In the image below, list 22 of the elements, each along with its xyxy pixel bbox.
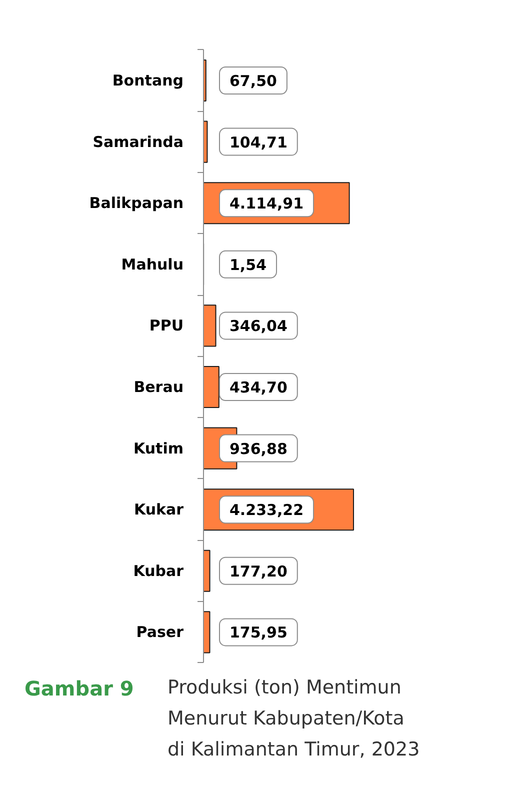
y-tick-label: Kukar	[134, 500, 184, 519]
y-tick-label: Paser	[136, 623, 184, 642]
y-tick-label: Berau	[134, 378, 184, 396]
text: Gambar 9	[24, 676, 134, 700]
data-label: 1,54	[230, 256, 267, 274]
y-tick-label: Kutim	[134, 439, 184, 458]
data-label: 434,70	[230, 378, 288, 396]
data-label: 67,50	[230, 72, 277, 90]
data-label: 4.233,22	[230, 501, 304, 520]
y-tick-label: PPU	[149, 316, 184, 335]
y-tick-label: Bontang	[112, 72, 184, 90]
data-label: 346,04	[230, 317, 288, 336]
y-tick-label: Balikpapan	[89, 194, 184, 212]
data-label: 175,95	[230, 624, 288, 642]
y-tick-label: Kubar	[133, 562, 184, 580]
data-label: 177,20	[230, 562, 288, 580]
data-label: 4.114,91	[230, 194, 304, 213]
y-tick-label: Samarinda	[92, 132, 184, 151]
data-label: 936,88	[230, 440, 288, 458]
text: Produksi (ton) Mentimun Menurut Kabupaten/Kota di Kalimantan Timur, 2023	[168, 676, 420, 760]
data-label: 104,71	[230, 133, 288, 152]
y-tick-label: Mahulu	[121, 255, 184, 274]
